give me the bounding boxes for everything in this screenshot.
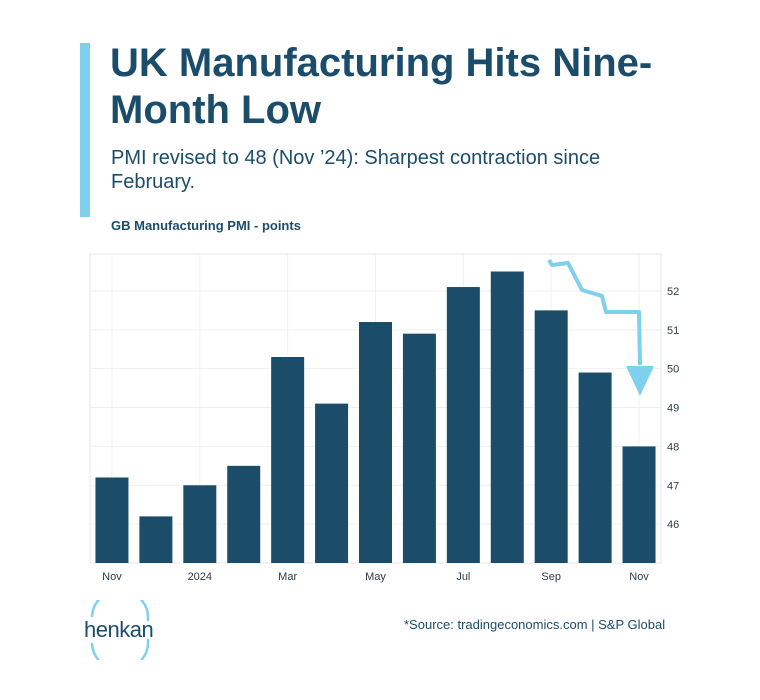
y-tick-label: 46 [667,519,679,531]
x-tick-label: Nov [629,571,649,583]
y-tick-label: 48 [667,441,679,453]
bar-may-2024 [359,322,392,563]
bar-oct-2024 [578,372,612,563]
bar-sep-2024 [534,310,568,563]
page-subtitle: PMI revised to 48 (Nov ’24): Sharpest co… [111,147,601,193]
x-tick-label: 2024 [188,571,212,583]
x-tick-label: Nov [102,571,122,583]
bar-jun-2024 [402,333,436,563]
bar-aug-2024 [490,271,524,563]
pmi-bar-chart: 46 47 48 49 50 51 52 Nov 2024 Mar May Jul Sep Nov [89,253,679,583]
accent-bar [80,43,90,217]
bar-apr-2024 [315,403,349,563]
x-tick-label: Jul [456,571,470,583]
source-note: *Source: tradingeconomics.com | S&P Glob… [404,617,666,632]
bar-jul-2024 [446,287,480,563]
x-tick-label: May [365,571,386,583]
bar-jan-2024 [183,485,217,563]
trend-arrow-line [547,258,642,366]
x-tick-label: Sep [541,571,561,583]
y-tick-label: 50 [667,364,679,376]
x-tick-label: Mar [278,571,297,583]
bar-dec-2023 [139,516,173,563]
logo-text: henkan [84,617,154,642]
bar-nov-2023 [95,477,129,563]
y-tick-label: 52 [667,286,679,298]
bar-nov-2024 [622,446,656,563]
y-tick-label: 47 [667,480,679,492]
trend-arrow-head [626,366,654,396]
chart-label: GB Manufacturing PMI - points [111,218,301,233]
bar-feb-2024 [227,465,261,563]
henkan-logo-icon [90,600,150,660]
bar-mar-2024 [271,357,305,563]
y-tick-label: 49 [667,403,679,415]
page-title: UK Manufacturing Hits Nine-Month Low [110,41,653,132]
y-tick-label: 51 [667,325,679,337]
